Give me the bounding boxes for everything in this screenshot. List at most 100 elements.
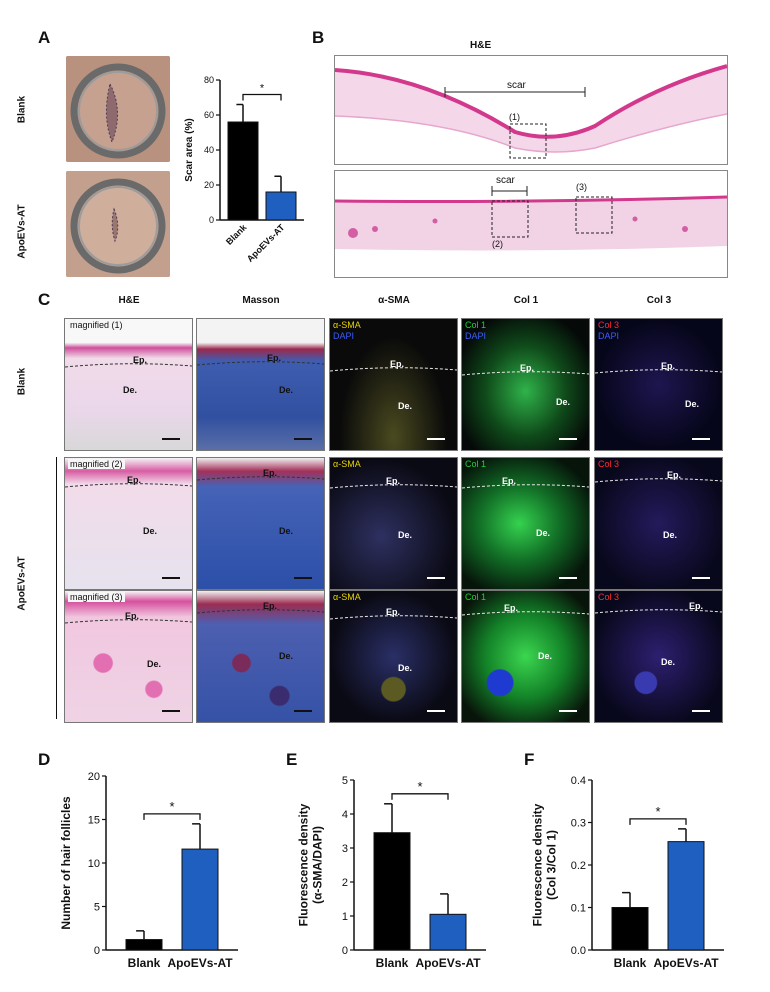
scale-bar [162, 710, 180, 712]
significance-bracket [629, 818, 687, 825]
epidermis-label: Ep. [689, 601, 704, 611]
micrograph-he-2: magnified (2) Ep. De. [64, 457, 193, 590]
epidermis-label: Ep. [502, 476, 517, 486]
y-tick-label: 0 [342, 945, 348, 957]
scar-label-apoevs: scar [496, 175, 515, 186]
micrograph-col3-3: Col 3 Ep. De. [594, 590, 723, 723]
epidermis-label: Ep. [127, 475, 142, 485]
channel-label: Col 1 [465, 592, 487, 602]
col-title-he: H&E [118, 295, 140, 306]
panel-label-b: B [312, 28, 325, 47]
c-row-label-blank: Blank [16, 367, 28, 396]
scale-bar [559, 438, 577, 440]
panel-label-c: C [38, 290, 51, 309]
y-axis-label: Fluorescence density(Col 3/Col 1) [532, 803, 559, 926]
significance-star: * [169, 799, 174, 814]
bar-blank [373, 832, 411, 951]
significance-bracket [143, 813, 201, 820]
y-tick-label: 0 [209, 215, 214, 225]
y-axis-label: Fluorescence density(α-SMA/DAPI) [297, 803, 325, 926]
y-tick-label: 10 [88, 858, 100, 870]
dermis-label: De. [536, 528, 551, 538]
y-tick-label: 5 [94, 901, 100, 913]
channel-label: Col 3 [598, 320, 620, 330]
dermis-label: De. [398, 530, 413, 540]
scale-bar [294, 710, 312, 712]
hair-follicle-chart: 0 5 10 15 20 Number of hair follicles Blank Apo… [59, 771, 238, 970]
asma-density-chart: 0 1 2 3 4 5 Fluorescence density(α-SMA/DAPI) Bl… [297, 775, 486, 970]
x-tick-label: Blank [128, 956, 161, 970]
scale-bar [162, 577, 180, 579]
channel-label: Col 1 [465, 459, 487, 469]
epidermis-label: Ep. [386, 476, 401, 486]
dapi-label: DAPI [598, 331, 620, 341]
dermis-label: De. [538, 651, 553, 661]
col-title-col1: Col 1 [513, 295, 539, 306]
bar-apoevs-at [265, 191, 297, 221]
panel-label-d: D [38, 750, 51, 769]
row-divider [56, 457, 57, 719]
y-tick-label: 80 [204, 75, 214, 85]
dapi-label: DAPI [333, 331, 355, 341]
x-tick-label: Blank [614, 956, 647, 970]
y-tick-label: 2 [342, 877, 348, 889]
y-tick-label: 0.2 [571, 860, 586, 872]
epidermis-boundary [197, 476, 324, 481]
dermis-label: De. [663, 530, 678, 540]
x-tick-label: Blank [376, 956, 409, 970]
marker-3: (3) [576, 182, 587, 192]
epidermis-label: Ep. [386, 607, 401, 617]
epidermis-label: Ep. [133, 355, 148, 365]
bar-apoevs-at [181, 848, 219, 951]
micrograph-masson-3: Ep. De. [196, 590, 325, 723]
y-tick-label: 1 [342, 911, 348, 923]
scar-label-blank: scar [507, 80, 526, 91]
micrograph-col3-2: Col 3 Ep. De. [594, 457, 723, 590]
significance-bracket [242, 93, 282, 101]
bar-apoevs-at [667, 841, 705, 951]
bar-apoevs-at [429, 913, 467, 951]
epidermis-label: Ep. [520, 363, 535, 373]
significance-star: * [417, 779, 422, 794]
scale-bar [559, 577, 577, 579]
panel-label-a: A [38, 28, 51, 47]
micrograph-masson-2: Ep. De. [196, 457, 325, 590]
scale-bar [559, 710, 577, 712]
panel-label-e: E [286, 750, 298, 769]
epidermis-boundary [462, 611, 589, 616]
scale-bar [427, 577, 445, 579]
scale-bar [427, 438, 445, 440]
marker-1: (1) [509, 112, 520, 122]
x-tick-label: ApoEVs-AT [653, 956, 719, 970]
micrograph-he-1: magnified (1) Ep. De. [64, 318, 193, 451]
scale-bar [427, 710, 445, 712]
micrograph-col1-3: Col 1 Ep. De. [461, 590, 590, 723]
x-tick-label: Blank [224, 222, 249, 247]
channel-label: α-SMA [333, 320, 361, 330]
magnified-label: magnified (1) [68, 320, 125, 330]
panel-b-title: H&E [470, 40, 492, 51]
epidermis-label: Ep. [125, 611, 140, 621]
col-title-masson: Masson [242, 295, 280, 306]
dermis-label: De. [279, 385, 294, 395]
y-tick-label: 20 [88, 771, 100, 783]
epidermis-boundary [462, 484, 589, 489]
epidermis-boundary [197, 361, 324, 366]
wound-photo-blank [66, 56, 170, 162]
c-row-label-apoevs: ApoEVs-AT [16, 556, 28, 611]
dermis-label: De. [398, 663, 413, 673]
channel-label: α-SMA [333, 592, 361, 602]
scale-bar [162, 438, 180, 440]
dermis-label: De. [398, 401, 413, 411]
y-axis-label: Number of hair follicles [59, 796, 73, 930]
micrograph-masson-1: Ep. De. [196, 318, 325, 451]
he-section-apoevs: scar (2) (3) [334, 170, 728, 278]
significance-star: * [655, 804, 660, 819]
y-tick-label: 0.1 [571, 902, 586, 914]
col-title-asma: α-SMA [378, 295, 410, 306]
y-axis-label: Scar area (%) [184, 118, 195, 181]
y-tick-label: 3 [342, 843, 348, 855]
micrograph-asma-1: α-SMA DAPI Ep. De. [329, 318, 458, 451]
col-title-col3: Col 3 [646, 295, 672, 306]
